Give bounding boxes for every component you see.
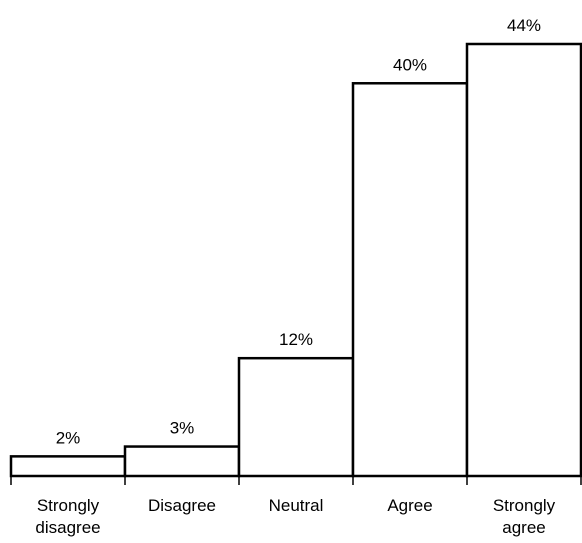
x-tick-label-1: Strongly disagree [35, 496, 100, 537]
x-tick-label-line: agree [502, 518, 545, 537]
data-label-3: 12% [279, 330, 313, 349]
bar-3 [237, 356, 355, 478]
x-tick-label-5: Strongly agree [493, 496, 556, 537]
x-tick-label-3: Neutral [269, 496, 324, 515]
data-label-5: 44% [507, 16, 541, 35]
bar-1 [9, 455, 127, 478]
bar-5 [465, 42, 582, 478]
x-tick-label-line: Disagree [148, 496, 216, 515]
x-tick-label-2: Disagree [148, 496, 216, 515]
data-label-1: 2% [56, 428, 81, 447]
bar-4 [351, 82, 469, 478]
x-tick-label-4: Agree [387, 496, 432, 515]
bar-2 [123, 445, 241, 478]
x-tick-label-line: Strongly [493, 496, 556, 515]
data-label-4: 40% [393, 55, 427, 74]
x-tick-label-line: Strongly [37, 496, 100, 515]
data-label-2: 3% [170, 419, 195, 438]
x-tick-label-line: Agree [387, 496, 432, 515]
x-tick-label-line: disagree [35, 518, 100, 537]
x-tick-label-line: Neutral [269, 496, 324, 515]
